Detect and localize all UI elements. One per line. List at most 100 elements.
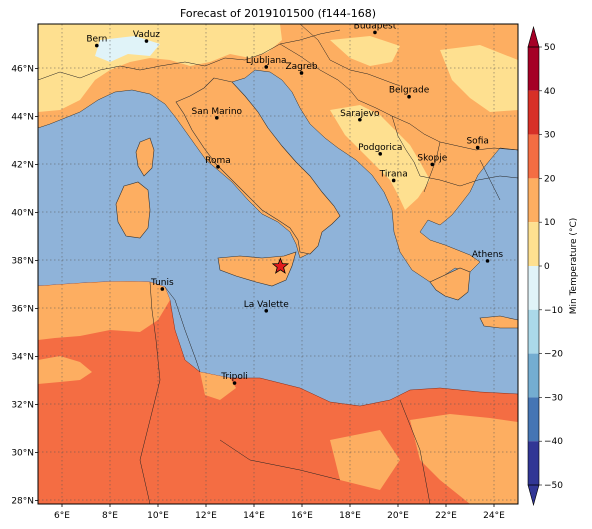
city-dot-podgorica [378,152,383,156]
city-label-podgorica: Podgorica [358,143,402,153]
lat-tick-label: 38°N [11,256,34,266]
longitude-axis: 6°E 8°E 10°E 12°E 14°E 16°E 18°E 20°E 22°E 24°E [54,504,505,521]
city-label-la-valette: La Valette [244,300,289,310]
city-dot-skopje [430,162,435,167]
city-label-tunis: Tunis [150,278,174,288]
latitude-axis: 46°N 44°N 42°N 40°N 38°N 36°N 34°N 32°N 30°N 28°N [11,64,38,506]
city-label-sarajevo: Sarajevo [340,109,380,119]
colorbar-segment [528,353,539,398]
lat-tick-label: 46°N [11,64,34,74]
alps-cold-patch [95,36,160,62]
colorbar-tick-label: −50 [544,481,563,491]
country-borders [38,24,518,504]
lon-tick-label: 12°E [195,511,217,521]
map-title: Forecast of 2019101500 (f144-168) [179,7,377,20]
colorbar-segment [528,222,539,266]
city-label-athens: Athens [472,250,503,260]
lon-tick-label: 10°E [147,511,169,521]
egypt-warm-patch [410,414,518,504]
lon-tick-label: 24°E [483,511,505,521]
corsica-land [135,137,155,177]
city-dot-athens [485,259,490,263]
lat-tick-label: 40°N [11,208,34,218]
city-dot-tunis [160,287,165,291]
colorbar-tick-label: 40 [544,87,556,97]
lon-tick-label: 16°E [291,511,313,521]
city-label-zagreb: Zagreb [285,62,317,72]
colorbar-segment [528,266,539,310]
city-dot-sofia [475,145,480,150]
colorbar-min-extend [527,484,540,507]
city-label-sofia: Sofia [466,137,488,147]
hungary-mild-region [330,36,400,66]
italy-land [175,77,341,255]
balkans-mild-region-2 [440,45,518,112]
lat-tick-label: 34°N [11,352,34,362]
colorbar-tick-label: −10 [544,306,563,316]
colorbar-segment [528,309,539,354]
city-label-ljubljana: Ljubljana [246,56,287,66]
lon-tick-label: 14°E [243,511,265,521]
lat-tick-label: 36°N [11,304,34,314]
colorbar-tick-label: 20 [544,174,556,184]
city-label-belgrade: Belgrade [389,86,430,96]
city-dot-budapest [373,30,377,35]
graticule [38,24,518,504]
colorbar-segment [528,90,539,135]
balkans-mild-region [330,105,430,210]
lat-tick-label: 42°N [11,160,34,170]
city-label-bern: Bern [86,35,107,45]
marker-layer [271,257,290,274]
maghreb-warm-band [38,281,170,340]
city-label-tirana: Tirana [379,169,408,179]
colorbar-segment [528,134,539,179]
colorbar-segment [528,441,539,485]
city-dot-la-valette [264,309,269,313]
city-label-tripoli: Tripoli [220,372,248,382]
sardinia-land [115,181,151,239]
lat-tick-label: 32°N [11,400,34,410]
colorbar-segment [528,397,539,442]
colorbar-max-extend [527,25,540,48]
lon-tick-label: 6°E [54,511,70,521]
city-label-vaduz: Vaduz [133,30,160,40]
libya-warm-patch-2 [330,430,400,490]
city-label-roma: Roma [205,156,231,166]
libya-warm-patch [200,372,236,400]
city-dot-san-marino [215,116,219,120]
map-frame [37,23,519,505]
city-dot-sarajevo [358,117,362,122]
city-label-san-marino: San Marino [192,107,243,117]
city-label-skopje: Skopje [417,153,447,163]
colorbar-tick-label: 30 [544,131,556,141]
lon-tick-label: 22°E [435,511,457,521]
colorbar-tick-label: −30 [544,393,563,403]
city-dot-roma [216,165,220,169]
colorbar: 50 40 30 20 10 0 −10 −20 −30 −40 −50 [527,25,563,507]
lat-tick-label: 30°N [11,448,34,458]
city-dot-zagreb [299,71,304,75]
colorbar-segment [528,178,539,223]
city-dot-belgrade [407,94,411,99]
colorbar-tick-label: 0 [544,262,550,272]
sicily-land [217,251,297,287]
city-label-budapest: Budapest [354,21,397,31]
colorbar-tick-label: 50 [544,43,556,53]
city-dot-tripoli [232,381,237,385]
peloponnese-land [429,267,471,301]
lon-tick-label: 18°E [339,511,361,521]
colorbar-label: Min Temperature (°C) [569,218,579,315]
lon-tick-label: 20°E [387,511,409,521]
maghreb-warm-band-2 [38,356,92,384]
colorbar-tick-label: −40 [544,437,563,447]
city-dot-ljubljana [264,65,269,69]
lat-tick-label: 28°N [11,496,34,506]
colorbar-tick-label: 10 [544,218,556,228]
city-dot-vaduz [144,39,149,43]
colorbar-tick-label: −20 [544,350,563,360]
colorbar-segment [528,47,539,91]
lat-tick-label: 44°N [11,112,34,122]
